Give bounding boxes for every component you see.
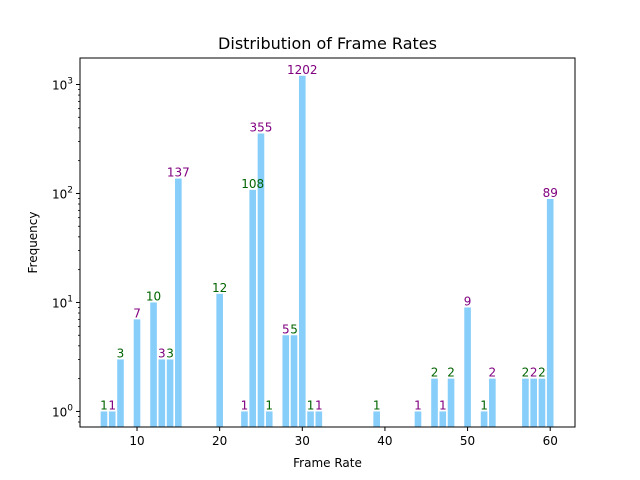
y-tick-exponent: 3 xyxy=(67,76,73,86)
bar xyxy=(522,378,529,427)
y-tick-base: 10 xyxy=(52,296,67,310)
bar xyxy=(489,378,496,427)
y-tick-base: 10 xyxy=(52,405,67,419)
data-label: 1 xyxy=(265,398,273,412)
data-label: 1 xyxy=(414,398,422,412)
bar xyxy=(150,302,157,427)
bar xyxy=(216,293,223,427)
data-label: 89 xyxy=(543,186,558,200)
data-label: 1 xyxy=(315,398,323,412)
data-label: 5 xyxy=(282,322,290,336)
x-tick-label: 50 xyxy=(460,434,475,448)
bar xyxy=(480,411,488,427)
data-label: 1 xyxy=(307,398,315,412)
data-label: 355 xyxy=(250,121,273,135)
bar xyxy=(298,75,306,427)
bar xyxy=(158,359,166,427)
bar xyxy=(414,411,422,427)
bar xyxy=(282,335,290,427)
data-label: 137 xyxy=(167,166,190,180)
y-tick-base: 10 xyxy=(52,78,67,92)
x-tick-label: 20 xyxy=(212,434,227,448)
bar xyxy=(100,411,108,427)
y-axis-label: Frequency xyxy=(26,212,40,274)
bars-layer xyxy=(100,75,554,427)
bar xyxy=(108,411,116,427)
data-label: 1202 xyxy=(287,63,318,77)
x-tick-label: 30 xyxy=(295,434,310,448)
data-label: 12 xyxy=(212,281,227,295)
x-axis-label: Frame Rate xyxy=(293,456,362,470)
data-label: 1 xyxy=(439,398,447,412)
data-label: 2 xyxy=(530,366,538,380)
bar xyxy=(447,378,455,427)
bar xyxy=(133,319,141,427)
bar xyxy=(290,335,298,427)
data-label: 9 xyxy=(464,294,472,308)
data-label: 1 xyxy=(373,398,381,412)
bar xyxy=(257,133,265,427)
y-tick-base: 10 xyxy=(52,187,67,201)
data-label: 2 xyxy=(522,366,530,380)
bar xyxy=(373,411,380,427)
data-label: 108 xyxy=(241,177,264,191)
data-label: 3 xyxy=(117,346,125,360)
bar xyxy=(464,307,471,427)
data-label: 10 xyxy=(146,289,161,303)
y-tick-label: 102 xyxy=(52,185,73,201)
x-tick-label: 10 xyxy=(129,434,144,448)
y-tick-exponent: 2 xyxy=(67,185,73,195)
y-tick-label: 100 xyxy=(52,403,73,419)
bar xyxy=(538,378,546,427)
data-label: 1 xyxy=(108,398,116,412)
data-label: 2 xyxy=(447,366,455,380)
bar xyxy=(439,411,447,427)
chart-title: Distribution of Frame Rates xyxy=(218,34,437,53)
data-label: 3 xyxy=(166,346,174,360)
bar xyxy=(265,411,273,427)
bar xyxy=(166,359,174,427)
bar xyxy=(315,411,323,427)
bar xyxy=(117,359,124,427)
data-label: 1 xyxy=(241,398,249,412)
y-tick-label: 103 xyxy=(52,76,73,92)
data-label: 3 xyxy=(158,346,166,360)
data-label: 5 xyxy=(290,322,298,336)
y-tick-label: 101 xyxy=(52,294,73,310)
plot-area-frame xyxy=(79,57,576,428)
data-label: 2 xyxy=(489,366,497,380)
data-label: 1 xyxy=(480,398,488,412)
bar xyxy=(249,189,257,427)
bar xyxy=(307,411,314,427)
bar xyxy=(530,378,537,427)
bar xyxy=(241,411,248,427)
y-tick-exponent: 1 xyxy=(67,294,73,304)
bar xyxy=(175,178,182,427)
data-label: 2 xyxy=(431,366,439,380)
bar xyxy=(546,198,554,427)
y-tick-exponent: 0 xyxy=(67,403,73,413)
x-tick-label: 60 xyxy=(543,434,558,448)
data-label: 7 xyxy=(133,306,141,320)
bar xyxy=(431,378,438,427)
data-label: 2 xyxy=(538,366,546,380)
x-axis: 10 20 30 40 50 60 xyxy=(129,427,558,448)
x-tick-label: 40 xyxy=(377,434,392,448)
data-label: 1 xyxy=(100,398,108,412)
